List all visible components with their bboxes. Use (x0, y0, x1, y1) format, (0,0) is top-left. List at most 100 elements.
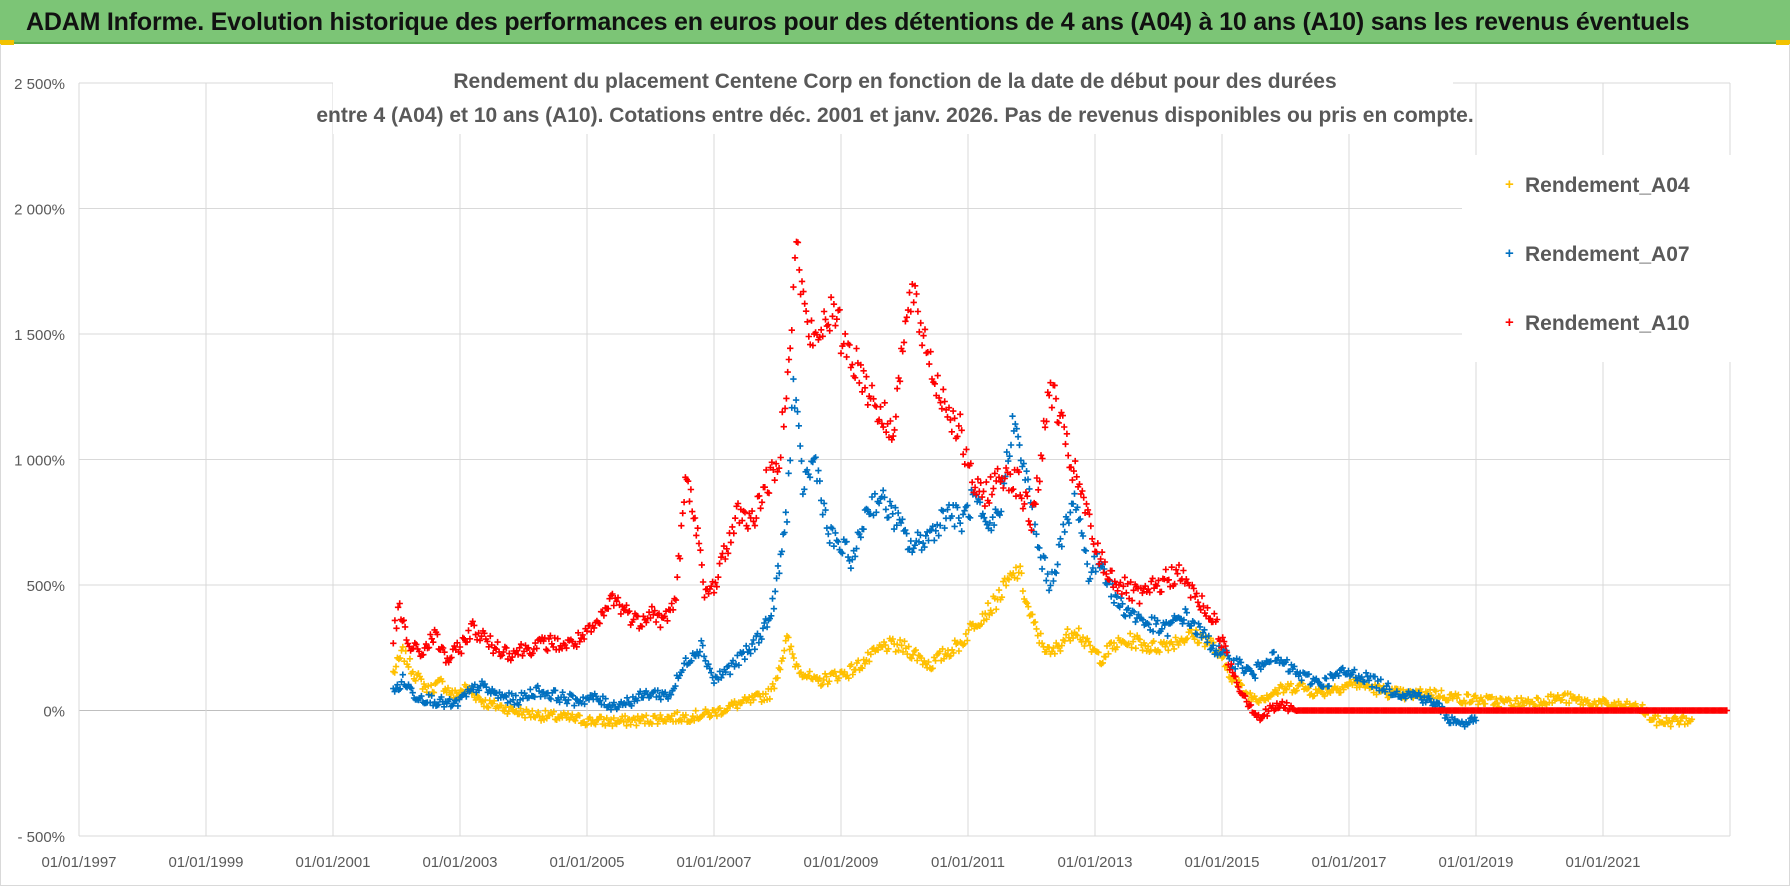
data-point-Rendement_A07 (776, 570, 783, 577)
data-point-Rendement_A04 (716, 705, 724, 712)
data-point-Rendement_A04 (692, 707, 699, 714)
data-point-Rendement_A07 (773, 575, 780, 582)
data-point-Rendement_A04 (1299, 680, 1306, 687)
data-point-Rendement_A10 (580, 635, 588, 643)
data-point-Rendement_A10 (906, 289, 913, 296)
data-point-Rendement_A07 (843, 538, 850, 545)
data-point-Rendement_A07 (1270, 648, 1277, 656)
data-point-Rendement_A10 (605, 605, 612, 612)
data-point-Rendement_A04 (899, 648, 907, 656)
data-point-Rendement_A07 (801, 486, 808, 493)
data-point-Rendement_A10 (441, 649, 448, 656)
data-point-Rendement_A10 (626, 608, 633, 615)
data-point-Rendement_A04 (894, 641, 901, 648)
data-point-Rendement_A10 (1035, 486, 1042, 493)
data-point-Rendement_A07 (864, 506, 871, 513)
data-point-Rendement_A07 (483, 684, 490, 691)
data-point-Rendement_A07 (1122, 613, 1129, 620)
data-point-Rendement_A10 (1069, 476, 1076, 484)
data-point-Rendement_A07 (1252, 675, 1259, 682)
data-point-Rendement_A10 (647, 614, 654, 622)
data-point-Rendement_A10 (883, 429, 890, 436)
data-point-Rendement_A10 (954, 433, 961, 440)
data-point-Rendement_A10 (1168, 564, 1175, 571)
data-point-Rendement_A04 (1465, 691, 1472, 698)
data-point-Rendement_A04 (392, 663, 400, 670)
data-point-Rendement_A10 (1025, 517, 1032, 525)
data-point-Rendement_A04 (1195, 639, 1203, 646)
chart-title-line-2: entre 4 (A04) et 10 ans (A10). Cotations… (316, 104, 1474, 127)
data-point-Rendement_A07 (774, 562, 782, 570)
data-point-Rendement_A07 (902, 526, 909, 534)
data-point-Rendement_A07 (1182, 605, 1189, 613)
data-point-Rendement_A10 (1083, 500, 1090, 508)
data-point-Rendement_A07 (935, 532, 942, 539)
data-point-Rendement_A10 (471, 622, 478, 629)
data-point-Rendement_A10 (613, 598, 620, 605)
data-point-Rendement_A04 (1038, 640, 1046, 647)
data-point-Rendement_A07 (795, 422, 802, 429)
x-tick-label: 01/01/2013 (1057, 854, 1132, 871)
data-point-Rendement_A10 (900, 339, 908, 346)
x-tick-label: 01/01/2017 (1311, 854, 1386, 871)
data-point-Rendement_A04 (620, 718, 627, 725)
data-point-Rendement_A04 (984, 600, 992, 607)
data-point-Rendement_A07 (662, 689, 669, 696)
data-point-Rendement_A07 (1139, 616, 1147, 623)
data-point-Rendement_A07 (688, 657, 695, 664)
data-point-Rendement_A10 (1048, 404, 1056, 411)
data-point-Rendement_A07 (729, 657, 737, 664)
data-point-Rendement_A10 (1000, 484, 1007, 492)
data-point-Rendement_A10 (634, 613, 641, 620)
data-point-Rendement_A04 (845, 675, 852, 682)
data-point-Rendement_A07 (1058, 543, 1065, 550)
data-point-Rendement_A10 (1044, 389, 1051, 396)
data-point-Rendement_A10 (1103, 570, 1110, 578)
data-point-Rendement_A04 (1321, 692, 1328, 700)
data-point-Rendement_A10 (941, 398, 948, 405)
data-point-Rendement_A04 (621, 712, 629, 720)
data-point-Rendement_A04 (444, 684, 452, 692)
data-point-Rendement_A04 (1356, 683, 1363, 691)
data-point-Rendement_A10 (394, 604, 402, 611)
data-point-Rendement_A07 (957, 520, 964, 527)
data-point-Rendement_A04 (731, 698, 738, 705)
data-point-Rendement_A10 (579, 631, 586, 639)
data-point-Rendement_A07 (1465, 719, 1473, 726)
data-point-Rendement_A10 (705, 590, 712, 597)
data-point-Rendement_A07 (890, 525, 898, 533)
data-point-Rendement_A07 (759, 625, 767, 632)
data-point-Rendement_A07 (893, 522, 900, 529)
data-point-Rendement_A07 (1110, 599, 1118, 606)
data-point-Rendement_A04 (1598, 700, 1605, 707)
data-point-Rendement_A04 (848, 661, 855, 668)
data-point-Rendement_A07 (1188, 622, 1195, 629)
data-point-Rendement_A07 (1179, 620, 1186, 627)
data-point-Rendement_A07 (747, 650, 754, 657)
data-point-Rendement_A10 (826, 327, 833, 334)
data-point-Rendement_A04 (399, 643, 406, 651)
data-point-Rendement_A04 (1438, 687, 1445, 694)
data-point-Rendement_A10 (920, 332, 927, 339)
data-point-Rendement_A04 (1432, 688, 1439, 695)
y-tick-label: - 500% (17, 829, 65, 846)
data-point-Rendement_A04 (521, 714, 529, 721)
data-point-Rendement_A07 (1044, 570, 1051, 578)
data-point-Rendement_A04 (983, 616, 990, 623)
data-point-Rendement_A07 (1386, 686, 1393, 693)
data-point-Rendement_A10 (779, 408, 786, 416)
data-point-Rendement_A04 (950, 649, 957, 657)
data-point-Rendement_A10 (844, 340, 852, 347)
data-point-Rendement_A07 (1016, 441, 1023, 449)
data-point-Rendement_A10 (390, 640, 397, 647)
data-point-Rendement_A07 (1325, 682, 1333, 690)
data-point-Rendement_A10 (648, 603, 656, 610)
data-point-Rendement_A04 (964, 637, 971, 644)
data-point-Rendement_A10 (1108, 567, 1116, 574)
data-point-Rendement_A04 (1667, 723, 1674, 730)
data-point-Rendement_A10 (820, 308, 828, 315)
data-point-Rendement_A04 (1184, 635, 1191, 642)
data-point-Rendement_A04 (1653, 722, 1660, 729)
data-point-Rendement_A10 (422, 640, 430, 648)
data-point-Rendement_A10 (614, 594, 622, 601)
